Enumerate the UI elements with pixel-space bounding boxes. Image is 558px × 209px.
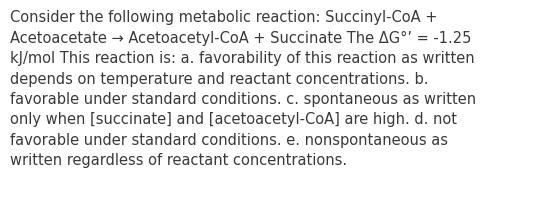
Text: Consider the following metabolic reaction: Succinyl-CoA +
Acetoacetate → Acetoac: Consider the following metabolic reactio… xyxy=(10,10,476,168)
